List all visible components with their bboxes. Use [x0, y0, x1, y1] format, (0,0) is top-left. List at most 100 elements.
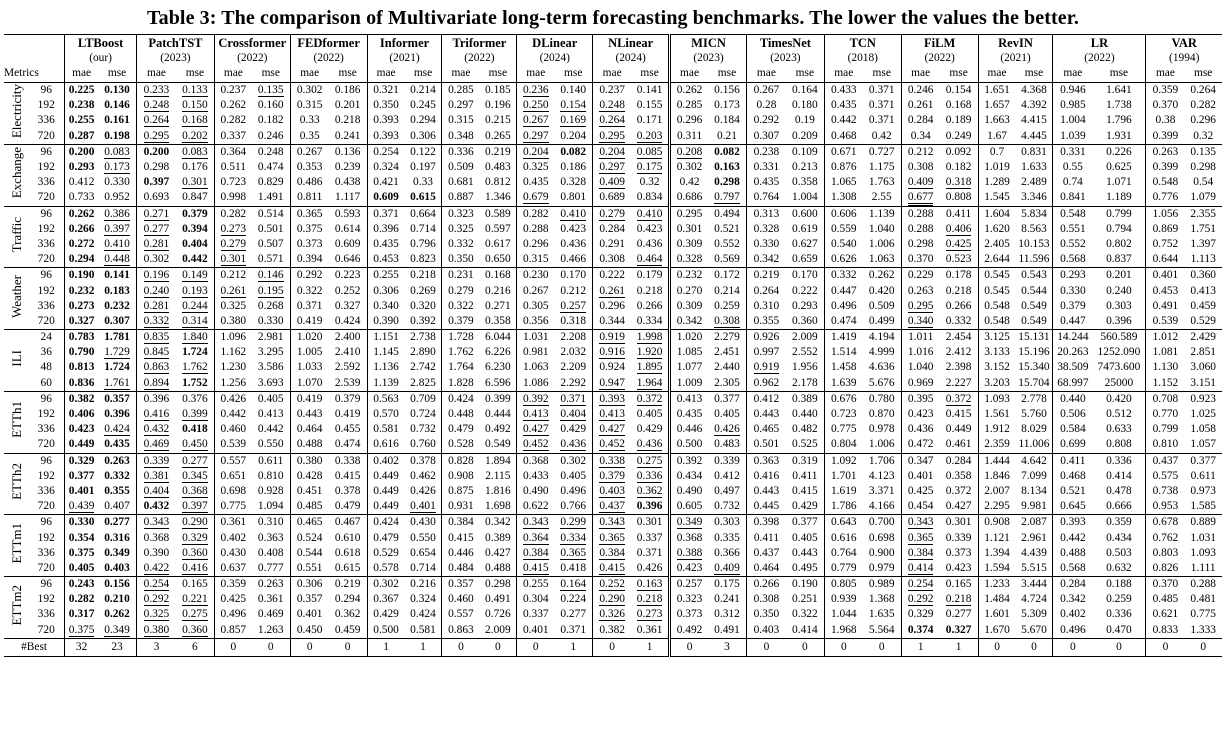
mae-header: mae [441, 66, 480, 83]
metric-value-text: 0.355 [753, 314, 780, 327]
metric-value-text: 0.182 [257, 114, 284, 127]
metric-value: 1.738 [1092, 98, 1146, 113]
metric-value-text: 15.340 [1018, 361, 1050, 374]
metric-value-text: 0.364 [220, 145, 247, 158]
metric-value-text: 0.409 [599, 176, 625, 190]
model-year: (2023) [668, 51, 747, 66]
metric-value: 0.499 [863, 314, 901, 330]
metric-value: 0.378 [329, 484, 367, 499]
metric-value-text: 1.256 [220, 376, 247, 389]
metric-value: 0.165 [175, 576, 215, 593]
metric-value: 0.360 [176, 546, 214, 561]
metric-value: 0.834 [631, 190, 669, 206]
metric-value: 0.336 [1092, 607, 1146, 622]
metric-value-text: 0.467 [334, 516, 361, 529]
metric-value: 0.491 [708, 623, 746, 639]
metric-value-text: 0.38 [1155, 114, 1176, 127]
metric-value: 0.405 [708, 407, 746, 422]
metric-value-text: 11.596 [1018, 253, 1050, 266]
metric-value-text: 0.092 [945, 145, 972, 158]
mae-header: mae [592, 66, 632, 83]
metric-value-text: 0.775 [1190, 608, 1217, 621]
header-corner [4, 51, 65, 66]
metric-value: 1.056 [1145, 205, 1185, 222]
metric-value: 1.233 [977, 576, 1016, 593]
metric-value-text: 0.406 [945, 222, 972, 236]
metric-value: 0.450 [289, 622, 329, 639]
metric-value-text: 1.444 [984, 454, 1010, 467]
metric-value-text: 0.812 [485, 176, 511, 189]
metric-value-text: 0.549 [485, 438, 511, 451]
metric-value: 0.900 [863, 546, 901, 561]
metric-value-text: 1.005 [296, 346, 323, 359]
metric-value-text: 0.309 [676, 299, 703, 312]
metric-value-text: 0.293 [68, 161, 95, 174]
metric-value: 1.346 [479, 190, 516, 206]
metric-value-text: 0.196 [485, 99, 511, 112]
metric-value: 0.985 [1052, 98, 1093, 114]
metric-value: 0.363 [252, 530, 290, 545]
metric-value: 0.200 [135, 143, 176, 160]
metric-value-text: 0.204 [599, 145, 625, 159]
table-row: 192 0.354 0.316 0.368 0.329 0.402 0.363 0.524 0.… [4, 530, 1222, 546]
metric-value-text: 0.294 [68, 253, 95, 266]
mse-header: mse [717, 67, 737, 79]
best-count: 0 [668, 637, 709, 657]
metric-value-text: 0.440 [1060, 392, 1086, 405]
metric-value: 0.863 [441, 622, 480, 639]
metric-value-text: 1.816 [485, 484, 511, 497]
metric-value: 0.484 [441, 560, 480, 577]
metric-value-text: 0.404 [143, 484, 170, 498]
metric-value-text: 0.335 [714, 531, 740, 544]
metric-value: 4.392 [1016, 98, 1053, 113]
metric-value: 2.009 [479, 623, 516, 639]
metric-value-text: 0.33 [299, 114, 320, 127]
metric-value-text: 0.307 [753, 129, 780, 142]
metric-value: 0.371 [554, 623, 592, 639]
model-year: (2021) [977, 51, 1053, 66]
table-row: 60 0.836 1.761 0.894 1.752 1.256 3.693 1.070 2.5… [4, 375, 1222, 392]
metric-value-text: 0.654 [410, 546, 436, 559]
metric-value-text: 0.410 [560, 207, 587, 221]
metric-value-text: 0.085 [636, 145, 663, 159]
metric-value: 0.150 [176, 98, 214, 113]
metric-value: 0.295 [900, 298, 940, 314]
metric-value-text: 0.511 [220, 161, 246, 174]
metric-value: 0.28 [745, 98, 786, 114]
metric-value-text: 0.550 [410, 531, 436, 544]
metric-value: 0.424 [98, 422, 136, 437]
metric-value: 0.521 [1052, 483, 1093, 500]
metric-value-text: 1.846 [984, 469, 1010, 482]
metric-value: 0.35 [289, 128, 329, 145]
metric-value-text: 0.381 [143, 469, 170, 483]
metric-value: 0.946 [1052, 82, 1093, 99]
metric-value-text: 0.146 [104, 99, 130, 112]
metric-value-text: 0.377 [1190, 454, 1217, 467]
metric-value: 0.377 [785, 514, 825, 531]
table-row: 336 0.401 0.355 0.404 0.368 0.698 0.928 0.451 0.… [4, 483, 1222, 500]
metric-value: 0.170 [785, 267, 825, 284]
metric-value-text: 0.241 [334, 129, 361, 142]
metric-value: 0.343 [592, 514, 632, 531]
metric-value: 0.130 [98, 82, 137, 99]
metric-value-text: 0.122 [410, 145, 436, 158]
metric-value-text: 2.295 [984, 500, 1010, 513]
metric-value-text: 1.151 [373, 331, 399, 344]
metric-value: 0.666 [1092, 499, 1146, 515]
metric-value-text: 0.424 [104, 423, 130, 437]
metric-value-text: 5.515 [1021, 561, 1047, 574]
metric-value: 0.435 [668, 406, 709, 423]
metric-value-text: 0.203 [636, 129, 663, 143]
metric-value-text: 0.277 [560, 608, 587, 621]
metric-value: 2.292 [554, 376, 592, 392]
metric-value: 0.468 [823, 128, 863, 145]
metric-value: 0.244 [176, 299, 214, 314]
metric-value: 0.257 [668, 576, 709, 593]
metric-value-text: 0.55 [1062, 161, 1083, 174]
metric-value: 0.364 [516, 530, 555, 546]
metric-value-text: 0.317 [68, 608, 95, 621]
metric-value: 3.203 [977, 375, 1016, 392]
metric-value-text: 0.496 [830, 299, 857, 312]
metric-value-text: 3.152 [984, 361, 1010, 374]
metric-value-text: 0.146 [257, 269, 284, 283]
